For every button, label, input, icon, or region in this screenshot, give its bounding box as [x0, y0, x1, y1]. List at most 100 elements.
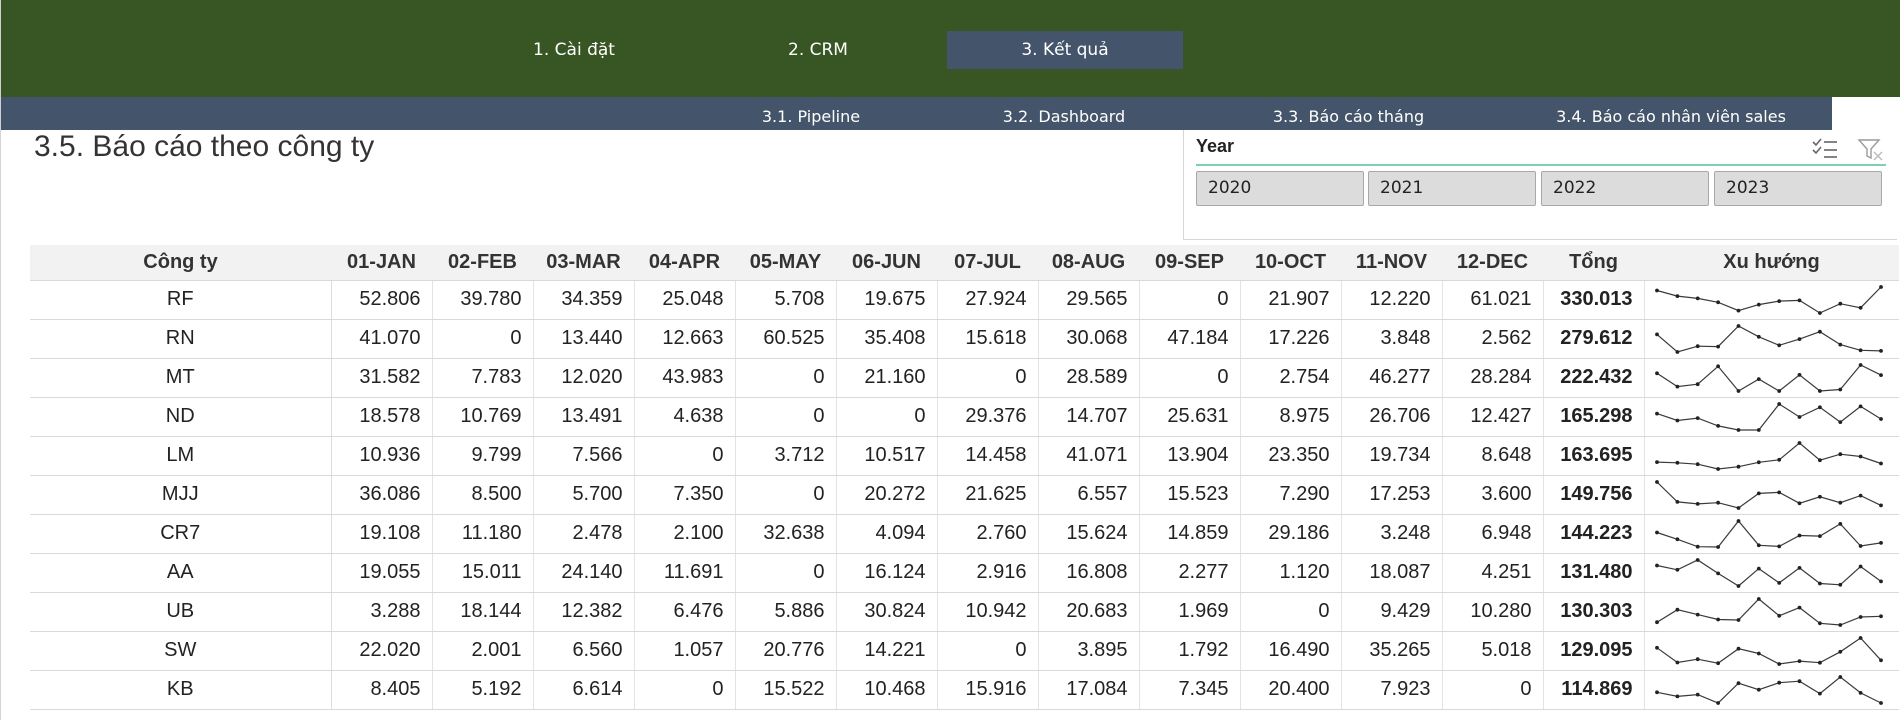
- total-cell[interactable]: 129.095: [1543, 631, 1645, 671]
- month-value-cell[interactable]: 13.491: [533, 397, 635, 437]
- month-value-cell[interactable]: 0: [432, 319, 534, 359]
- month-value-cell[interactable]: 29.376: [937, 397, 1039, 437]
- month-value-cell[interactable]: 14.458: [937, 436, 1039, 476]
- month-value-cell[interactable]: 30.824: [836, 592, 938, 632]
- month-value-cell[interactable]: 32.638: [735, 514, 837, 554]
- month-value-cell[interactable]: 21.907: [1240, 280, 1342, 320]
- month-value-cell[interactable]: 3.600: [1442, 475, 1544, 515]
- month-value-cell[interactable]: 41.070: [331, 319, 433, 359]
- month-value-cell[interactable]: 35.265: [1341, 631, 1443, 671]
- month-value-cell[interactable]: 21.625: [937, 475, 1039, 515]
- month-value-cell[interactable]: 5.708: [735, 280, 837, 320]
- month-value-cell[interactable]: 0: [735, 397, 837, 437]
- month-value-cell[interactable]: 5.018: [1442, 631, 1544, 671]
- tab-ket-qua[interactable]: 3. Kết quả: [947, 31, 1183, 69]
- month-value-cell[interactable]: 15.916: [937, 670, 1039, 710]
- company-cell[interactable]: AA: [30, 553, 332, 593]
- month-value-cell[interactable]: 0: [634, 436, 736, 476]
- month-value-cell[interactable]: 10.280: [1442, 592, 1544, 632]
- month-value-cell[interactable]: 19.734: [1341, 436, 1443, 476]
- month-value-cell[interactable]: 12.220: [1341, 280, 1443, 320]
- month-value-cell[interactable]: 9.429: [1341, 592, 1443, 632]
- subtab-bao-cao-thang[interactable]: 3.3. Báo cáo tháng: [1272, 107, 1425, 126]
- month-value-cell[interactable]: 13.904: [1139, 436, 1241, 476]
- month-value-cell[interactable]: 12.382: [533, 592, 635, 632]
- month-value-cell[interactable]: 0: [1139, 280, 1241, 320]
- slicer-option-2022[interactable]: 2022: [1541, 171, 1709, 206]
- month-value-cell[interactable]: 16.124: [836, 553, 938, 593]
- month-value-cell[interactable]: 11.691: [634, 553, 736, 593]
- company-cell[interactable]: RN: [30, 319, 332, 359]
- month-value-cell[interactable]: 43.983: [634, 358, 736, 398]
- total-cell[interactable]: 163.695: [1543, 436, 1645, 476]
- month-value-cell[interactable]: 18.144: [432, 592, 534, 632]
- total-cell[interactable]: 131.480: [1543, 553, 1645, 593]
- total-cell[interactable]: 114.869: [1543, 670, 1645, 710]
- month-value-cell[interactable]: 17.084: [1038, 670, 1140, 710]
- month-value-cell[interactable]: 17.226: [1240, 319, 1342, 359]
- month-value-cell[interactable]: 61.021: [1442, 280, 1544, 320]
- company-cell[interactable]: KB: [30, 670, 332, 710]
- clear-filter-icon[interactable]: [1856, 136, 1886, 162]
- month-value-cell[interactable]: 14.221: [836, 631, 938, 671]
- month-value-cell[interactable]: 1.792: [1139, 631, 1241, 671]
- month-value-cell[interactable]: 30.068: [1038, 319, 1140, 359]
- subtab-pipeline[interactable]: 3.1. Pipeline: [761, 107, 861, 126]
- tab-cai-dat[interactable]: 1. Cài đặt: [533, 40, 615, 60]
- slicer-option-2023[interactable]: 2023: [1714, 171, 1882, 206]
- month-value-cell[interactable]: 1.057: [634, 631, 736, 671]
- month-value-cell[interactable]: 28.284: [1442, 358, 1544, 398]
- month-value-cell[interactable]: 3.248: [1341, 514, 1443, 554]
- company-cell[interactable]: UB: [30, 592, 332, 632]
- total-cell[interactable]: 165.298: [1543, 397, 1645, 437]
- month-value-cell[interactable]: 19.055: [331, 553, 433, 593]
- month-value-cell[interactable]: 1.120: [1240, 553, 1342, 593]
- month-value-cell[interactable]: 0: [1139, 358, 1241, 398]
- month-value-cell[interactable]: 29.186: [1240, 514, 1342, 554]
- subtab-bao-cao-nhan-vien-sales[interactable]: 3.4. Báo cáo nhân viên sales: [1556, 107, 1786, 126]
- month-value-cell[interactable]: 47.184: [1139, 319, 1241, 359]
- month-value-cell[interactable]: 29.565: [1038, 280, 1140, 320]
- month-value-cell[interactable]: 2.100: [634, 514, 736, 554]
- month-value-cell[interactable]: 14.707: [1038, 397, 1140, 437]
- month-value-cell[interactable]: 17.253: [1341, 475, 1443, 515]
- month-value-cell[interactable]: 46.277: [1341, 358, 1443, 398]
- month-value-cell[interactable]: 15.522: [735, 670, 837, 710]
- month-value-cell[interactable]: 8.500: [432, 475, 534, 515]
- month-value-cell[interactable]: 52.806: [331, 280, 433, 320]
- company-cell[interactable]: LM: [30, 436, 332, 476]
- month-value-cell[interactable]: 25.631: [1139, 397, 1241, 437]
- month-value-cell[interactable]: 15.523: [1139, 475, 1241, 515]
- month-value-cell[interactable]: 7.350: [634, 475, 736, 515]
- month-value-cell[interactable]: 3.288: [331, 592, 433, 632]
- month-value-cell[interactable]: 7.566: [533, 436, 635, 476]
- month-value-cell[interactable]: 3.712: [735, 436, 837, 476]
- month-value-cell[interactable]: 11.180: [432, 514, 534, 554]
- company-cell[interactable]: ND: [30, 397, 332, 437]
- month-value-cell[interactable]: 35.408: [836, 319, 938, 359]
- month-value-cell[interactable]: 13.440: [533, 319, 635, 359]
- month-value-cell[interactable]: 20.400: [1240, 670, 1342, 710]
- month-value-cell[interactable]: 5.886: [735, 592, 837, 632]
- month-value-cell[interactable]: 2.916: [937, 553, 1039, 593]
- month-value-cell[interactable]: 15.624: [1038, 514, 1140, 554]
- month-value-cell[interactable]: 23.350: [1240, 436, 1342, 476]
- month-value-cell[interactable]: 10.942: [937, 592, 1039, 632]
- month-value-cell[interactable]: 41.071: [1038, 436, 1140, 476]
- month-value-cell[interactable]: 2.277: [1139, 553, 1241, 593]
- subtab-dashboard[interactable]: 3.2. Dashboard: [1002, 107, 1126, 126]
- month-value-cell[interactable]: 16.490: [1240, 631, 1342, 671]
- month-value-cell[interactable]: 0: [836, 397, 938, 437]
- month-value-cell[interactable]: 6.614: [533, 670, 635, 710]
- month-value-cell[interactable]: 7.783: [432, 358, 534, 398]
- total-cell[interactable]: 130.303: [1543, 592, 1645, 632]
- month-value-cell[interactable]: 31.582: [331, 358, 433, 398]
- month-value-cell[interactable]: 3.848: [1341, 319, 1443, 359]
- month-value-cell[interactable]: 3.895: [1038, 631, 1140, 671]
- month-value-cell[interactable]: 0: [1442, 670, 1544, 710]
- month-value-cell[interactable]: 7.923: [1341, 670, 1443, 710]
- month-value-cell[interactable]: 4.638: [634, 397, 736, 437]
- month-value-cell[interactable]: 0: [735, 475, 837, 515]
- month-value-cell[interactable]: 5.700: [533, 475, 635, 515]
- month-value-cell[interactable]: 20.776: [735, 631, 837, 671]
